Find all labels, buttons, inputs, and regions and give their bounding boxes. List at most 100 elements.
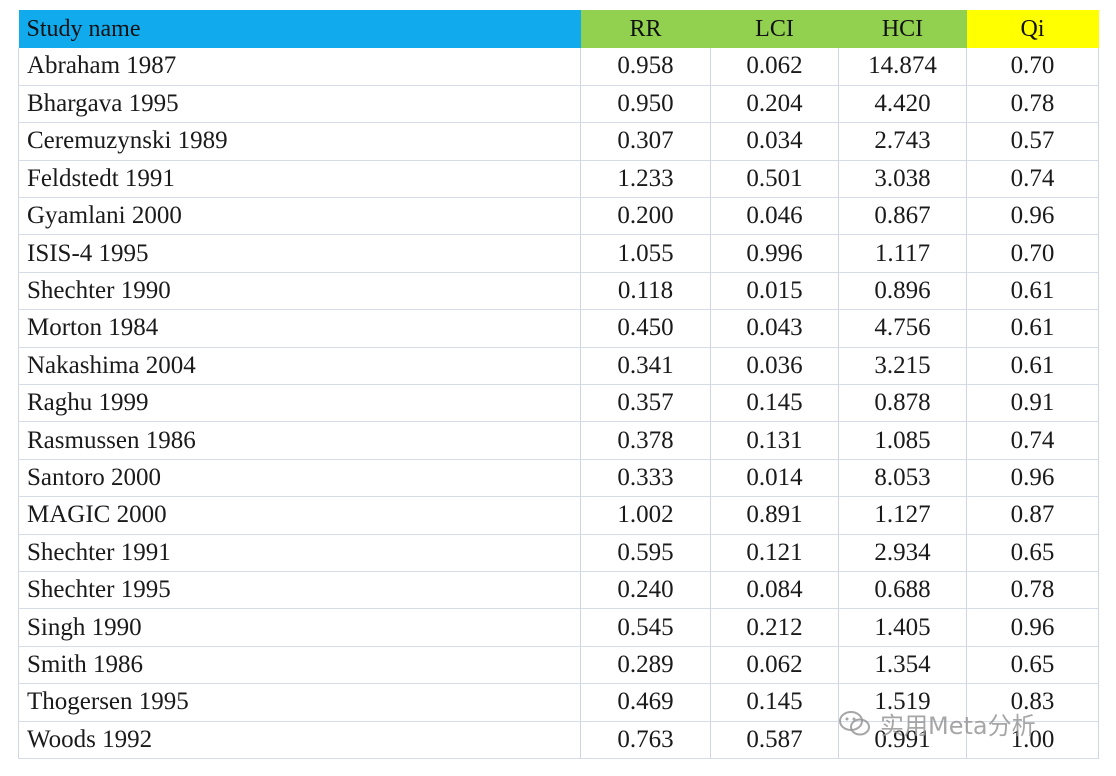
cell-study-name[interactable]: Feldstedt 1991 xyxy=(18,160,581,199)
table-row: Singh 1990 0.545 0.212 1.405 0.96 xyxy=(18,608,1099,647)
cell-rr[interactable]: 1.002 xyxy=(580,496,711,535)
cell-lci[interactable]: 0.062 xyxy=(710,646,839,685)
cell-rr[interactable]: 0.357 xyxy=(580,384,711,423)
cell-qi[interactable]: 0.87 xyxy=(966,496,1099,535)
cell-lci[interactable]: 0.131 xyxy=(710,421,839,460)
cell-qi[interactable]: 0.61 xyxy=(966,309,1099,348)
cell-study-name[interactable]: Singh 1990 xyxy=(18,608,581,647)
cell-hci[interactable]: 4.756 xyxy=(838,309,967,348)
cell-qi[interactable]: 0.91 xyxy=(966,384,1099,423)
cell-hci[interactable]: 8.053 xyxy=(838,459,967,498)
cell-rr[interactable]: 1.055 xyxy=(580,234,711,273)
cell-study-name[interactable]: Morton 1984 xyxy=(18,309,581,348)
cell-rr[interactable]: 0.118 xyxy=(580,272,711,311)
cell-qi[interactable]: 0.96 xyxy=(966,197,1099,236)
cell-qi[interactable]: 0.96 xyxy=(966,459,1099,498)
header-rr: RR xyxy=(580,10,711,48)
cell-rr[interactable]: 0.333 xyxy=(580,459,711,498)
cell-hci[interactable]: 2.934 xyxy=(838,534,967,572)
cell-qi[interactable]: 0.78 xyxy=(966,571,1099,610)
cell-rr[interactable]: 0.200 xyxy=(580,197,711,236)
cell-study-name[interactable]: Abraham 1987 xyxy=(18,48,581,86)
cell-lci[interactable]: 0.084 xyxy=(710,571,839,610)
cell-rr[interactable]: 0.341 xyxy=(580,347,711,386)
cell-hci[interactable]: 3.215 xyxy=(838,347,967,386)
cell-study-name[interactable]: Ceremuzynski 1989 xyxy=(18,122,581,161)
cell-rr[interactable]: 0.545 xyxy=(580,608,711,647)
cell-rr[interactable]: 0.958 xyxy=(580,48,711,86)
cell-hci[interactable]: 0.878 xyxy=(838,384,967,423)
cell-rr[interactable]: 0.950 xyxy=(580,85,711,124)
cell-rr[interactable]: 0.595 xyxy=(580,534,711,572)
cell-hci[interactable]: 1.127 xyxy=(838,496,967,535)
cell-hci[interactable]: 1.085 xyxy=(838,421,967,460)
cell-rr[interactable]: 0.289 xyxy=(580,646,711,685)
cell-lci[interactable]: 0.121 xyxy=(710,534,839,572)
cell-study-name[interactable]: Rasmussen 1986 xyxy=(18,421,581,460)
cell-lci[interactable]: 0.062 xyxy=(710,48,839,86)
cell-rr[interactable]: 0.378 xyxy=(580,421,711,460)
cell-qi[interactable]: 0.61 xyxy=(966,347,1099,386)
cell-hci[interactable]: 3.038 xyxy=(838,160,967,199)
cell-study-name[interactable]: Gyamlani 2000 xyxy=(18,197,581,236)
cell-lci[interactable]: 0.145 xyxy=(710,683,839,722)
cell-study-name[interactable]: Woods 1992 xyxy=(18,721,581,759)
cell-qi[interactable]: 0.57 xyxy=(966,122,1099,161)
cell-rr[interactable]: 0.240 xyxy=(580,571,711,610)
cell-lci[interactable]: 0.145 xyxy=(710,384,839,423)
cell-lci[interactable]: 0.891 xyxy=(710,496,839,535)
cell-qi[interactable]: 0.61 xyxy=(966,272,1099,311)
table-row: Shechter 1995 0.240 0.084 0.688 0.78 xyxy=(18,571,1099,610)
table-row: Smith 1986 0.289 0.062 1.354 0.65 xyxy=(18,646,1099,685)
cell-study-name[interactable]: Nakashima 2004 xyxy=(18,347,581,386)
cell-study-name[interactable]: Raghu 1999 xyxy=(18,384,581,423)
cell-hci[interactable]: 0.896 xyxy=(838,272,967,311)
cell-rr[interactable]: 0.469 xyxy=(580,683,711,722)
cell-hci[interactable]: 0.991 xyxy=(838,721,967,759)
cell-qi[interactable]: 0.70 xyxy=(966,234,1099,273)
cell-qi[interactable]: 0.65 xyxy=(966,534,1099,572)
cell-qi[interactable]: 0.96 xyxy=(966,608,1099,647)
cell-lci[interactable]: 0.212 xyxy=(710,608,839,647)
cell-study-name[interactable]: Shechter 1991 xyxy=(18,534,581,572)
cell-qi[interactable]: 0.78 xyxy=(966,85,1099,124)
cell-lci[interactable]: 0.996 xyxy=(710,234,839,273)
cell-qi[interactable]: 0.74 xyxy=(966,421,1099,460)
cell-lci[interactable]: 0.046 xyxy=(710,197,839,236)
cell-lci[interactable]: 0.587 xyxy=(710,721,839,759)
cell-hci[interactable]: 1.405 xyxy=(838,608,967,647)
cell-qi[interactable]: 0.83 xyxy=(966,683,1099,722)
cell-study-name[interactable]: Bhargava 1995 xyxy=(18,85,581,124)
cell-lci[interactable]: 0.034 xyxy=(710,122,839,161)
cell-study-name[interactable]: Santoro 2000 xyxy=(18,459,581,498)
cell-qi[interactable]: 0.65 xyxy=(966,646,1099,685)
cell-lci[interactable]: 0.043 xyxy=(710,309,839,348)
cell-study-name[interactable]: ISIS-4 1995 xyxy=(18,234,581,273)
cell-rr[interactable]: 1.233 xyxy=(580,160,711,199)
cell-hci[interactable]: 0.688 xyxy=(838,571,967,610)
cell-hci[interactable]: 4.420 xyxy=(838,85,967,124)
cell-lci[interactable]: 0.015 xyxy=(710,272,839,311)
cell-hci[interactable]: 1.519 xyxy=(838,683,967,722)
cell-lci[interactable]: 0.204 xyxy=(710,85,839,124)
cell-lci[interactable]: 0.501 xyxy=(710,160,839,199)
table-row: Woods 1992 0.763 0.587 0.991 1.00 xyxy=(18,721,1099,759)
cell-hci[interactable]: 14.874 xyxy=(838,48,967,86)
cell-study-name[interactable]: Thogersen 1995 xyxy=(18,683,581,722)
cell-rr[interactable]: 0.450 xyxy=(580,309,711,348)
cell-lci[interactable]: 0.036 xyxy=(710,347,839,386)
cell-hci[interactable]: 0.867 xyxy=(838,197,967,236)
cell-qi[interactable]: 0.74 xyxy=(966,160,1099,199)
cell-lci[interactable]: 0.014 xyxy=(710,459,839,498)
cell-study-name[interactable]: Shechter 1995 xyxy=(18,571,581,610)
cell-qi[interactable]: 1.00 xyxy=(966,721,1099,759)
cell-rr[interactable]: 0.763 xyxy=(580,721,711,759)
cell-rr[interactable]: 0.307 xyxy=(580,122,711,161)
cell-hci[interactable]: 2.743 xyxy=(838,122,967,161)
cell-study-name[interactable]: Smith 1986 xyxy=(18,646,581,685)
cell-hci[interactable]: 1.354 xyxy=(838,646,967,685)
cell-study-name[interactable]: Shechter 1990 xyxy=(18,272,581,311)
cell-study-name[interactable]: MAGIC 2000 xyxy=(18,496,581,535)
cell-hci[interactable]: 1.117 xyxy=(838,234,967,273)
cell-qi[interactable]: 0.70 xyxy=(966,48,1099,86)
